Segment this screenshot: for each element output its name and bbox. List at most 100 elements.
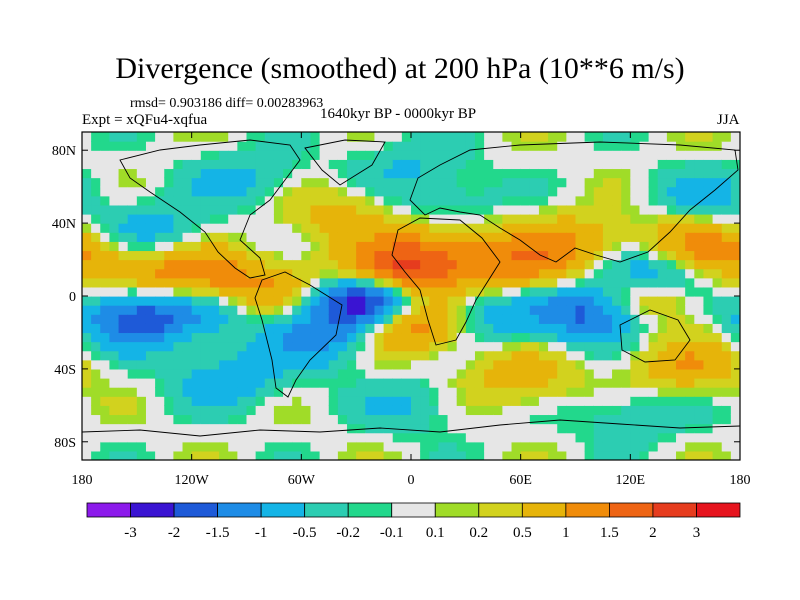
field-cell	[401, 359, 412, 370]
field-cell	[657, 368, 668, 379]
field-cell	[520, 141, 531, 151]
field-cell	[548, 314, 558, 324]
field-cell	[612, 414, 622, 425]
field-cell	[621, 441, 631, 452]
field-cell	[191, 204, 202, 215]
field-cell	[676, 396, 686, 406]
field-cell	[164, 223, 174, 233]
field-cell	[685, 350, 695, 361]
field-cell	[639, 368, 650, 379]
field-cell	[447, 259, 458, 270]
field-cell	[465, 323, 476, 334]
field-cell	[712, 177, 723, 188]
field-cell	[164, 241, 174, 252]
field-cell	[264, 405, 275, 416]
field-cell	[191, 414, 202, 425]
field-cell	[255, 259, 266, 270]
field-cell	[703, 195, 714, 206]
field-cell	[538, 359, 549, 370]
field-cell	[301, 350, 312, 361]
field-cell	[182, 186, 193, 197]
field-cell	[630, 204, 641, 215]
field-cell	[145, 214, 156, 224]
field-cell	[82, 405, 92, 416]
field-cell	[283, 359, 293, 370]
field-cell	[328, 341, 339, 352]
field-cell	[264, 259, 275, 270]
field-cell	[173, 305, 184, 315]
field-cell	[493, 423, 503, 434]
field-cell	[511, 314, 522, 324]
field-cell	[420, 396, 430, 406]
field-cell	[493, 286, 503, 297]
field-cell	[420, 323, 430, 334]
field-cell	[584, 132, 595, 142]
field-cell	[621, 405, 631, 416]
field-cell	[676, 305, 686, 315]
field-cell	[219, 296, 229, 306]
field-cell	[420, 250, 430, 261]
field-cell	[328, 141, 339, 151]
field-cell	[438, 359, 449, 370]
field-cell	[319, 432, 330, 443]
field-cell	[255, 214, 266, 224]
field-cell	[310, 441, 321, 452]
field-cell	[612, 141, 622, 151]
field-cell	[310, 241, 321, 252]
field-cell	[337, 441, 348, 452]
field-cell	[474, 132, 485, 142]
field-cell	[264, 250, 275, 261]
field-cell	[548, 323, 558, 334]
field-cell	[447, 350, 458, 361]
field-cell	[310, 250, 321, 261]
field-cell	[228, 432, 238, 443]
field-cell	[173, 432, 184, 443]
field-cell	[173, 132, 184, 142]
field-cell	[228, 305, 238, 315]
field-cell	[529, 241, 540, 252]
field-cell	[484, 159, 494, 170]
field-cell	[374, 159, 385, 170]
field-cell	[356, 159, 366, 170]
field-cell	[566, 159, 577, 170]
field-cell	[264, 432, 275, 443]
colorbar-box	[521, 502, 567, 518]
field-cell	[310, 277, 321, 288]
field-cell	[557, 232, 567, 242]
field-cell	[676, 132, 686, 142]
field-cell	[337, 432, 348, 443]
field-cell	[145, 141, 156, 151]
field-cell	[319, 350, 330, 361]
field-cell	[529, 214, 540, 224]
x-tick-label: 0	[408, 473, 415, 488]
field-cell	[264, 159, 275, 170]
field-cell	[657, 286, 668, 297]
field-cell	[438, 223, 449, 233]
field-cell	[575, 314, 586, 324]
field-cell	[283, 378, 293, 388]
field-cell	[347, 323, 357, 334]
field-cell	[648, 259, 659, 270]
field-cell	[337, 305, 348, 315]
field-cell	[127, 359, 138, 370]
field-cell	[319, 168, 330, 179]
field-cell	[365, 186, 376, 197]
field-cell	[255, 286, 266, 297]
field-cell	[356, 168, 366, 179]
field-cell	[255, 150, 266, 160]
field-cell	[246, 414, 257, 425]
field-cell	[685, 341, 695, 352]
field-cell	[411, 350, 421, 361]
field-cell	[657, 378, 668, 388]
field-cell	[145, 305, 156, 315]
field-cell	[493, 332, 503, 343]
field-cell	[584, 423, 595, 434]
field-cell	[164, 250, 174, 261]
field-cell	[447, 150, 458, 160]
field-cell	[91, 177, 101, 188]
field-cell	[465, 232, 476, 242]
field-cell	[502, 305, 513, 315]
field-cell	[639, 396, 650, 406]
field-cell	[630, 423, 641, 434]
field-cell	[255, 323, 266, 334]
